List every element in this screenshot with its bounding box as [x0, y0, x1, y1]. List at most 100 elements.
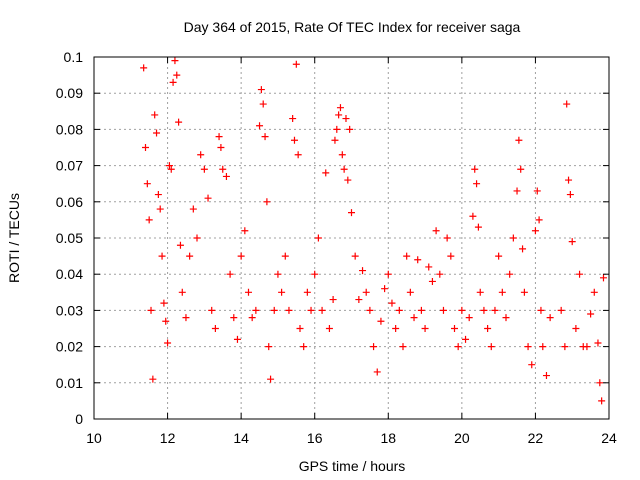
data-point: [344, 176, 352, 184]
data-point: [217, 144, 225, 151]
data-point: [362, 288, 370, 296]
data-point: [528, 361, 536, 369]
data-point: [539, 343, 547, 351]
data-point: [469, 212, 477, 220]
y-tick-label: 0.1: [64, 49, 84, 65]
data-point: [587, 310, 595, 318]
data-point: [388, 299, 396, 307]
data-point: [336, 104, 344, 112]
data-point: [535, 216, 543, 224]
data-point: [465, 314, 473, 322]
data-point: [153, 129, 161, 137]
data-point: [329, 296, 337, 304]
data-point: [261, 133, 269, 141]
data-point: [259, 100, 267, 108]
data-point: [278, 288, 286, 296]
data-point: [335, 111, 343, 119]
data-point: [292, 60, 300, 68]
data-point: [162, 317, 170, 325]
chart-title: Day 364 of 2015, Rate Of TEC Index for r…: [184, 19, 521, 35]
data-point: [381, 285, 389, 293]
x-axis-label: GPS time / hours: [299, 458, 406, 474]
data-point: [145, 216, 153, 224]
data-point: [366, 306, 374, 314]
data-point: [471, 165, 479, 173]
data-point: [474, 223, 482, 231]
data-point: [399, 343, 407, 351]
grid-layer: [94, 57, 609, 419]
data-point: [175, 118, 183, 126]
data-point: [517, 165, 525, 173]
data-point: [406, 288, 414, 296]
data-point: [173, 71, 181, 79]
data-point: [294, 151, 302, 159]
data-point: [568, 238, 576, 246]
y-tick-label: 0.09: [56, 85, 83, 101]
y-tick-label: 0.06: [56, 194, 83, 210]
data-point: [325, 325, 333, 332]
data-point: [572, 325, 580, 332]
data-point: [563, 100, 571, 108]
data-point: [265, 343, 273, 351]
data-point: [533, 187, 541, 195]
x-tick-label: 12: [160, 430, 176, 446]
data-point: [495, 252, 503, 260]
data-point: [256, 122, 264, 130]
data-point: [215, 133, 223, 141]
data-point: [519, 245, 527, 253]
data-point: [561, 343, 569, 351]
data-point: [498, 288, 506, 296]
data-point: [149, 375, 157, 383]
data-point: [158, 252, 166, 260]
data-point: [167, 165, 175, 173]
data-point: [154, 191, 162, 199]
data-point: [598, 397, 606, 405]
data-point: [342, 115, 350, 123]
data-point: [428, 277, 436, 285]
x-tick-labels: 10 12 14 16 18 20 22 24: [86, 430, 617, 446]
data-point: [480, 306, 488, 314]
data-point: [506, 270, 514, 278]
data-point: [156, 205, 164, 213]
data-point: [351, 252, 359, 260]
data-point: [487, 343, 495, 351]
data-point: [531, 227, 539, 235]
data-point: [208, 306, 216, 314]
data-point: [439, 306, 447, 314]
y-tick-label: 0.01: [56, 375, 83, 391]
data-point: [566, 191, 574, 199]
x-tick-label: 22: [528, 430, 544, 446]
x-tick-label: 18: [380, 430, 396, 446]
data-point: [222, 172, 230, 180]
data-point: [303, 288, 311, 296]
data-point: [421, 325, 429, 332]
y-axis-label: ROTI / TECUs: [6, 193, 22, 283]
data-point: [241, 227, 249, 235]
data-point: [546, 314, 554, 322]
data-point: [200, 165, 208, 173]
data-point: [594, 339, 602, 347]
data-point: [267, 375, 275, 383]
data-point: [509, 234, 517, 242]
data-point: [520, 288, 528, 296]
data-point: [583, 343, 591, 351]
data-point: [307, 306, 315, 314]
data-point: [169, 78, 177, 86]
x-tick-label: 20: [454, 430, 470, 446]
data-point: [454, 343, 462, 351]
data-point: [237, 252, 245, 260]
data-point: [233, 335, 241, 343]
data-point: [542, 372, 550, 380]
data-point: [147, 306, 155, 314]
data-point: [395, 306, 403, 314]
data-point: [410, 314, 418, 322]
data-point: [458, 306, 466, 314]
data-point: [151, 111, 159, 119]
data-point: [165, 162, 173, 170]
data-point: [248, 314, 256, 322]
data-point: [281, 252, 289, 260]
data-points: [140, 57, 607, 405]
data-point: [186, 252, 194, 260]
data-point: [333, 125, 341, 133]
